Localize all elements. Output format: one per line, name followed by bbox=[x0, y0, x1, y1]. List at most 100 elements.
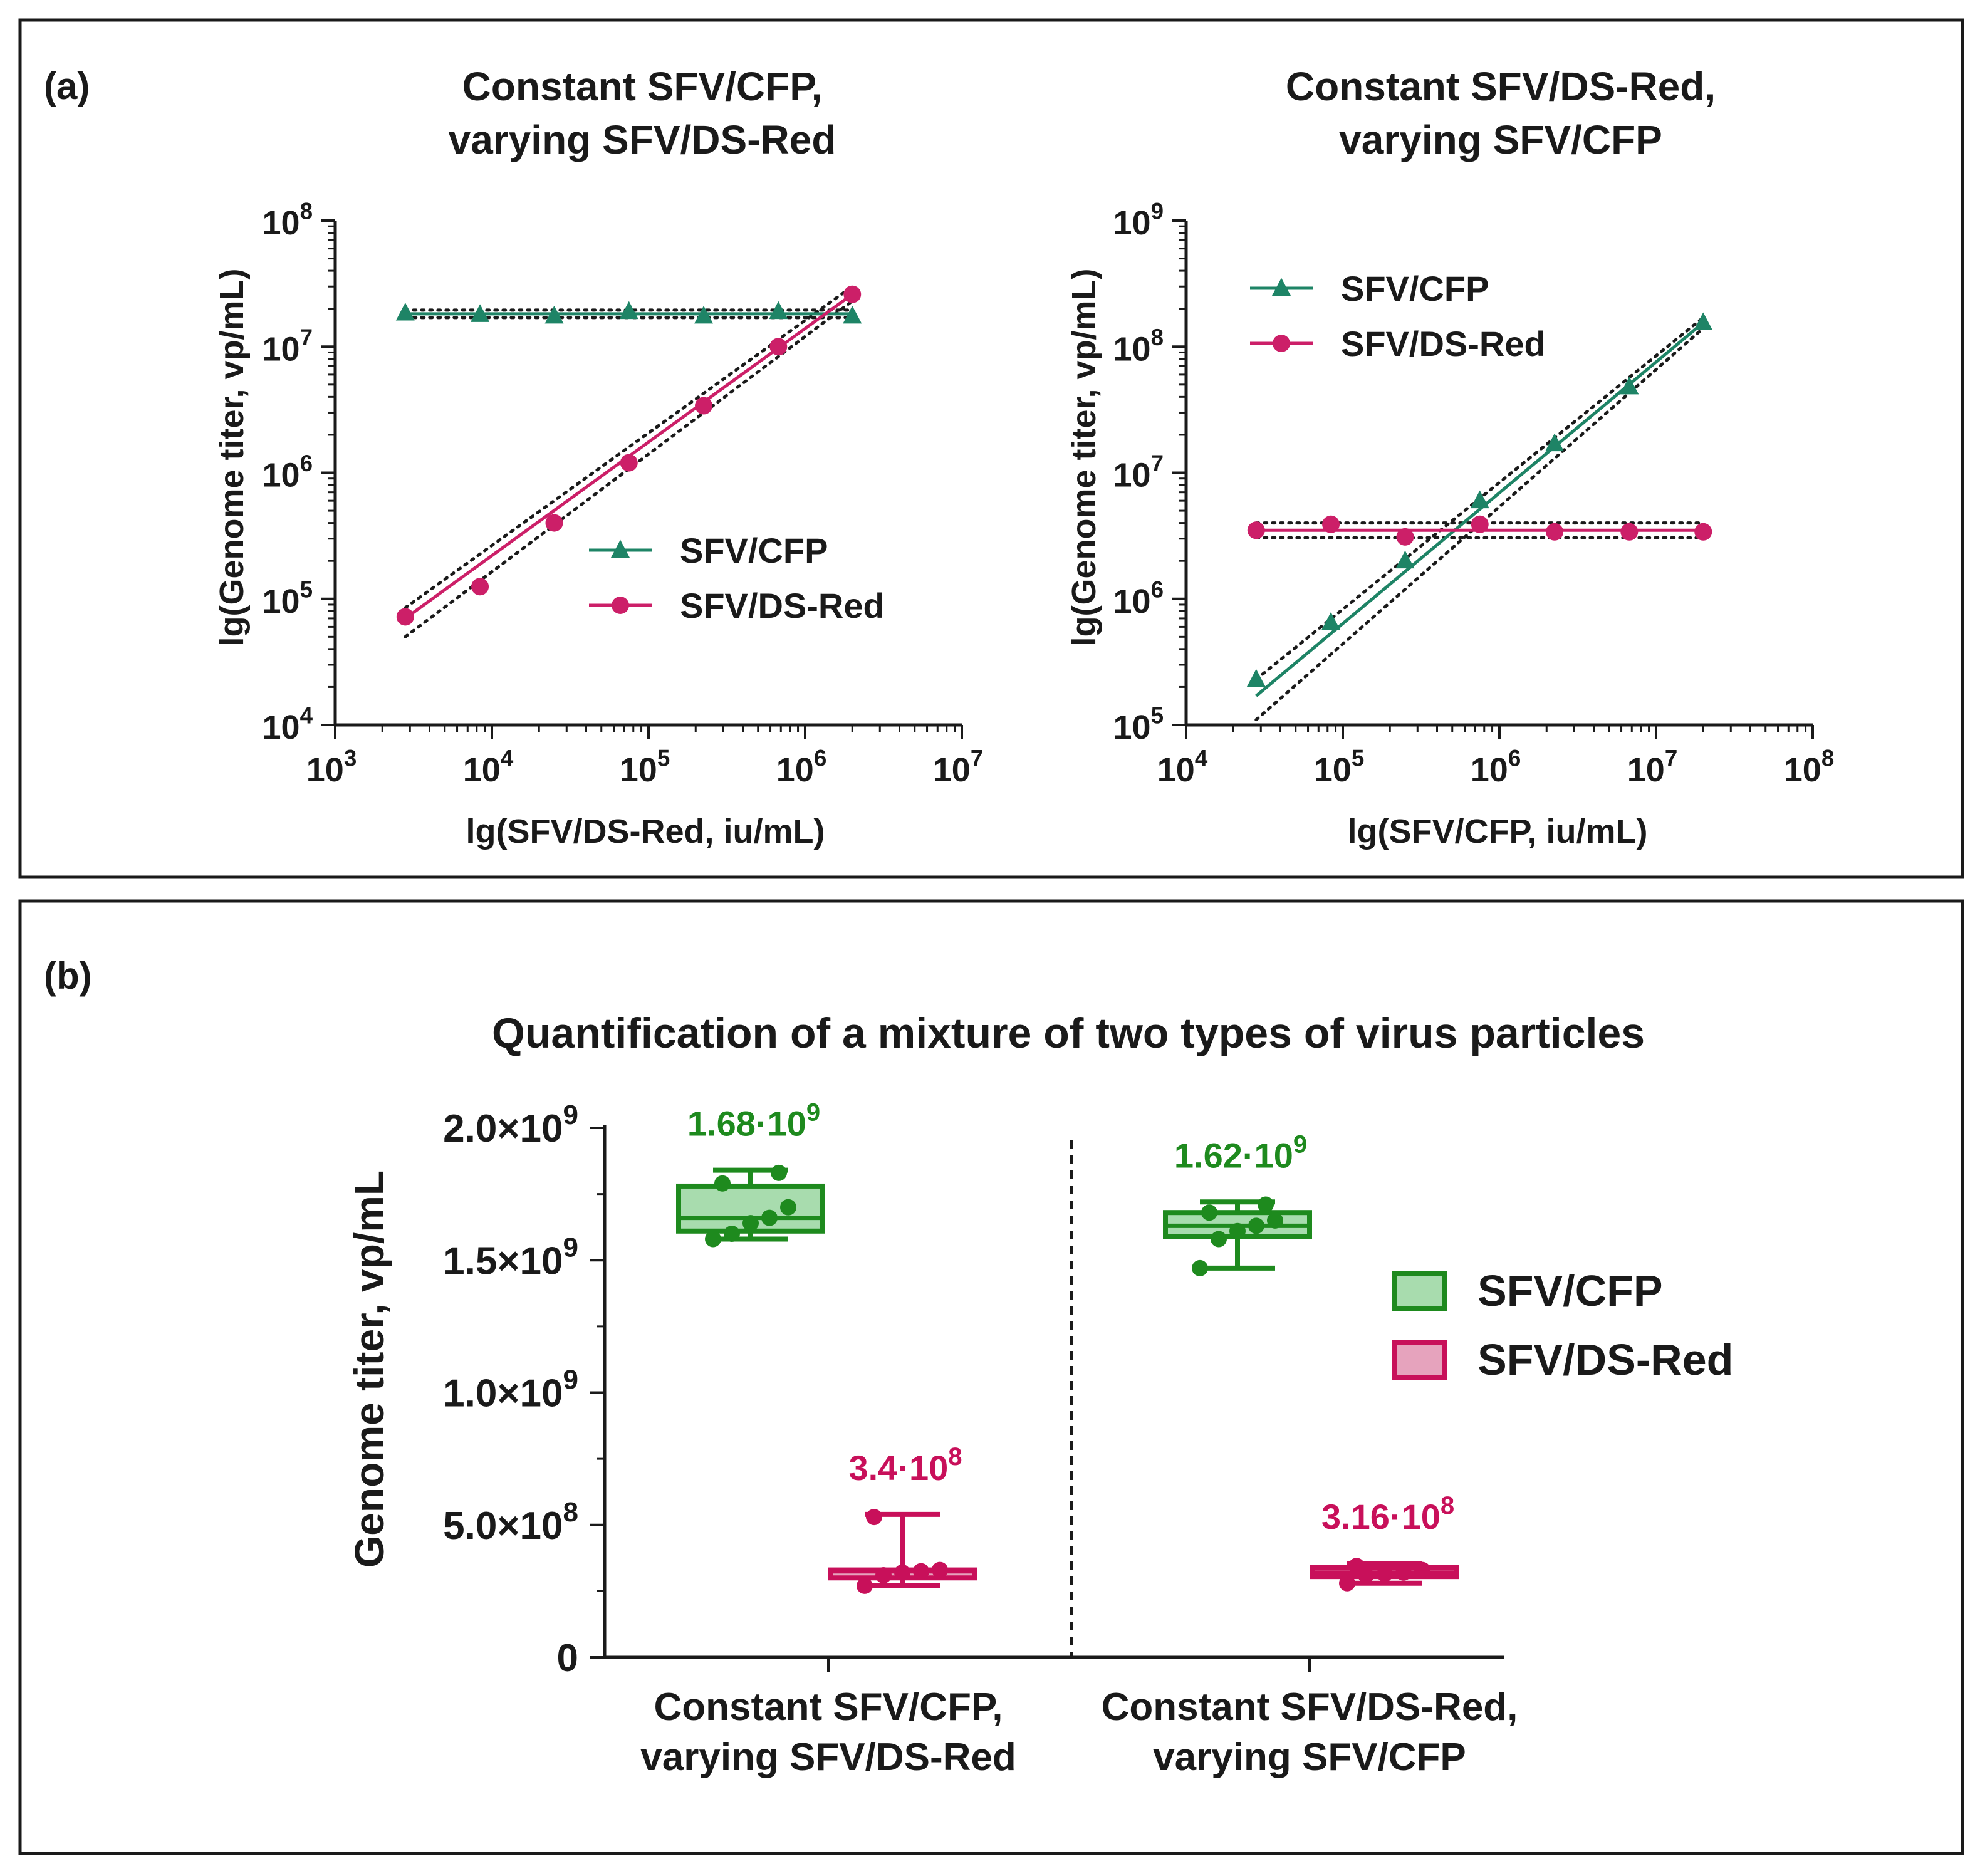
cfp-box-cat0-point bbox=[742, 1215, 759, 1232]
sfv-ds-red-point bbox=[1322, 515, 1340, 533]
chart-b-category-0-line1: Constant SFV/CFP, bbox=[654, 1686, 1003, 1729]
cfp-box-cat1-point bbox=[1258, 1196, 1274, 1213]
y-tick-label: 0 bbox=[557, 1637, 578, 1680]
chart-a1-y-axis-label: lg(Genome titer, vp/mL) bbox=[213, 268, 251, 646]
x-tick-label: 103 bbox=[306, 746, 357, 789]
sfv-cfp-legend-marker bbox=[1272, 278, 1291, 296]
chart-b-category-1-line2: varying SFV/CFP bbox=[1153, 1736, 1466, 1779]
chart-b-y-axis-label: Genome titer, vp/mL bbox=[346, 1170, 392, 1568]
y-tick-label: 5.0×108 bbox=[443, 1497, 578, 1548]
panel-b-frame bbox=[18, 899, 1964, 1855]
sfv-ds-red-point bbox=[1247, 521, 1265, 539]
sfv-cfp-point bbox=[769, 301, 788, 320]
dsred-box-cat0-point bbox=[866, 1509, 882, 1526]
x-tick-label: 106 bbox=[1471, 746, 1521, 789]
sfv-cfp-point bbox=[1694, 312, 1713, 330]
sfv-cfp-point bbox=[843, 305, 862, 324]
x-tick-label: 107 bbox=[1627, 746, 1678, 789]
sfv-cfp-point bbox=[1395, 550, 1415, 569]
cfp-box-cat0-point bbox=[780, 1199, 796, 1216]
y-tick-label: 1.0×109 bbox=[443, 1365, 578, 1415]
dsred-box-cat1-point bbox=[1414, 1561, 1430, 1578]
cfp-box-cat0-point bbox=[761, 1209, 778, 1226]
panel-a-label: (a) bbox=[44, 65, 90, 107]
cfp-box-cat0-point bbox=[705, 1231, 721, 1248]
sfv-ds-red-point bbox=[1620, 523, 1639, 541]
cfp-box-cat0-point bbox=[714, 1175, 731, 1192]
chart-b: Quantification of a mixture of two types… bbox=[346, 1009, 1733, 1779]
x-tick-label: 108 bbox=[1784, 746, 1835, 789]
dsred-box-cat1-point bbox=[1339, 1575, 1355, 1592]
cfp-box-cat0-point bbox=[724, 1226, 740, 1242]
chart-a1-title-line2: varying SFV/DS-Red bbox=[449, 117, 836, 162]
dsred-box-cat1-annotation: 3.16·108 bbox=[1321, 1492, 1454, 1536]
dsred-box-cat0-point bbox=[913, 1563, 929, 1580]
chart-a2-title-line2: varying SFV/CFP bbox=[1339, 117, 1662, 162]
dsred-box-cat0-point bbox=[894, 1564, 910, 1581]
sfv-ds-red-legend-marker bbox=[1273, 335, 1290, 352]
sfv-cfp-point bbox=[544, 305, 564, 324]
panel-a-frame bbox=[18, 18, 1964, 879]
sfv-ds-red-point bbox=[545, 514, 563, 532]
chart-b-title: Quantification of a mixture of two types… bbox=[492, 1009, 1645, 1057]
cfp-box-cat1-point bbox=[1229, 1222, 1246, 1239]
sfv-ds-red-point bbox=[396, 608, 414, 626]
sfv-ds-red-point bbox=[769, 338, 788, 356]
sfv-cfp-fit-line bbox=[1255, 321, 1704, 697]
dsred-box-cat1-point bbox=[1377, 1565, 1393, 1582]
cfp-box-legend-label: SFV/CFP bbox=[1477, 1266, 1663, 1315]
cfp-box-legend-swatch bbox=[1392, 1271, 1447, 1311]
y-tick-label: 105 bbox=[263, 576, 313, 620]
sfv-cfp-point bbox=[1620, 376, 1639, 395]
y-tick-label: 107 bbox=[263, 325, 313, 368]
x-tick-label: 105 bbox=[620, 746, 670, 789]
x-tick-label: 104 bbox=[1157, 746, 1208, 789]
sfv-ds-red-legend-label: SFV/DS-Red bbox=[680, 586, 885, 625]
sfv-ds-red-legend-marker bbox=[612, 597, 629, 614]
y-tick-label: 109 bbox=[1113, 199, 1164, 242]
sfv-cfp-point bbox=[1246, 669, 1266, 687]
panel-b-label: (b) bbox=[44, 955, 92, 997]
x-tick-label: 104 bbox=[463, 746, 514, 789]
sfv-cfp-point bbox=[395, 302, 415, 321]
sfv-ds-red-point bbox=[1396, 528, 1414, 546]
sfv-cfp-point bbox=[1321, 612, 1341, 630]
chart-a1-title-line1: Constant SFV/CFP, bbox=[462, 64, 823, 109]
y-tick-label: 106 bbox=[263, 451, 313, 494]
dsred-box-cat0-annotation: 3.4·108 bbox=[848, 1443, 962, 1488]
y-tick-label: 108 bbox=[1113, 325, 1164, 368]
chart-a1: Constant SFV/CFP, varying SFV/DS-Red lg(… bbox=[213, 64, 983, 850]
sfv-cfp-point bbox=[471, 304, 490, 322]
sfv-ds-red-point bbox=[843, 285, 862, 303]
sfv-ds-red-legend-label: SFV/DS-Red bbox=[1341, 324, 1546, 363]
dsred-box-cat1-point bbox=[1348, 1558, 1365, 1575]
sfv-cfp-point bbox=[619, 301, 638, 320]
y-tick-label: 105 bbox=[1113, 703, 1164, 746]
dsred-box-legend-swatch bbox=[1392, 1340, 1447, 1380]
sfv-cfp-legend-marker bbox=[611, 539, 630, 558]
y-tick-label: 104 bbox=[263, 703, 313, 746]
cfp-box-cat0-annotation: 1.68·109 bbox=[687, 1099, 820, 1144]
dsred-box-cat0-point bbox=[875, 1567, 892, 1584]
y-tick-label: 106 bbox=[1113, 576, 1164, 620]
x-tick-label: 107 bbox=[933, 746, 984, 789]
x-tick-label: 105 bbox=[1314, 746, 1365, 789]
y-tick-label: 107 bbox=[1113, 451, 1164, 494]
chart-b-category-0-line2: varying SFV/DS-Red bbox=[640, 1736, 1016, 1779]
chart-a2-y-axis-label: lg(Genome titer, vp/mL) bbox=[1065, 268, 1103, 646]
sfv-cfp-legend-label: SFV/CFP bbox=[1341, 269, 1489, 308]
y-tick-label: 108 bbox=[263, 199, 313, 242]
chart-a2: Constant SFV/DS-Red, varying SFV/CFP lg(… bbox=[1065, 64, 1834, 850]
y-tick-label: 1.5×109 bbox=[443, 1232, 578, 1283]
cfp-box-cat0-point bbox=[771, 1164, 787, 1181]
dsred-box-cat0-point bbox=[857, 1577, 873, 1594]
cfp-box-cat1-annotation: 1.62·109 bbox=[1174, 1130, 1307, 1175]
sfv-cfp-point bbox=[1470, 490, 1489, 509]
sfv-ds-red-point bbox=[695, 397, 713, 415]
sfv-ds-red-point bbox=[1546, 523, 1564, 541]
chart-a2-title-line1: Constant SFV/DS-Red, bbox=[1286, 64, 1716, 109]
x-tick-label: 106 bbox=[776, 746, 827, 789]
sfv-cfp-point bbox=[694, 305, 714, 324]
dsred-box-cat0-point bbox=[932, 1561, 948, 1578]
